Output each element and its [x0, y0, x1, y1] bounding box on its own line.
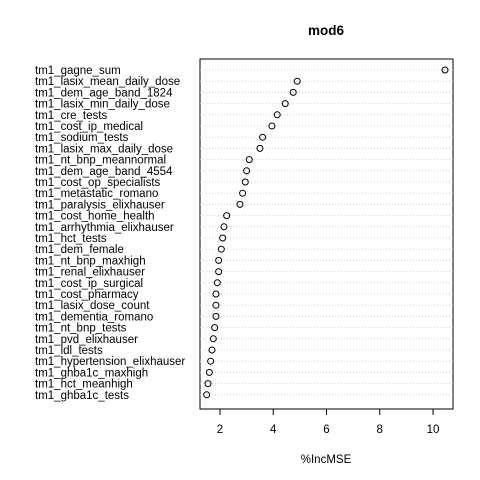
- row-label: tm1_cre_tests: [35, 110, 107, 122]
- row-label: tm1_lasix_dose_count: [35, 300, 150, 312]
- data-point: [212, 301, 220, 309]
- row-label: tm1_cost_home_health: [35, 211, 155, 223]
- data-point: [243, 167, 251, 175]
- row-labels: tm1_gagne_sumtm1_lasix_mean_daily_dosetm…: [35, 65, 185, 402]
- data-point: [213, 279, 221, 287]
- data-point: [273, 111, 281, 119]
- chart-title: mod6: [308, 23, 344, 38]
- data-point: [441, 66, 449, 74]
- row-label: tm1_lasix_min_daily_dose: [35, 99, 170, 111]
- row-label: tm1_lasix_mean_daily_dose: [35, 76, 180, 88]
- x-axis-label: %IncMSE: [301, 454, 352, 466]
- data-point: [215, 268, 223, 276]
- data-point: [239, 189, 247, 197]
- data-point: [212, 312, 220, 320]
- plot-frame: [199, 58, 454, 410]
- data-point: [215, 256, 223, 264]
- row-label: tm1_arrhythmia_elixhauser: [35, 222, 174, 234]
- row-label: tm1_cost_op_specialists: [35, 177, 161, 189]
- data-point: [211, 324, 219, 332]
- row-label: tm1_cost_pharmacy: [35, 289, 139, 301]
- data-point: [203, 391, 211, 399]
- data-point: [259, 133, 267, 141]
- guide-lines: [200, 69, 453, 396]
- data-point: [289, 88, 297, 96]
- x-axis: 2 4 6 8 10: [217, 408, 440, 436]
- data-point: [205, 368, 213, 376]
- data-point: [208, 346, 216, 354]
- row-label: tm1_hct_tests: [35, 233, 107, 245]
- row-label: tm1_dem_age_band_4554: [35, 166, 173, 178]
- data-point: [209, 335, 217, 343]
- row-label: tm1_ldl_tests: [35, 345, 103, 357]
- row-label: tm1_metastatic_romano: [35, 188, 158, 200]
- row-label: tm1_dem_age_band_1824: [35, 87, 173, 99]
- x-tick-label: 2: [217, 424, 223, 436]
- data-point: [281, 100, 289, 108]
- row-label: tm1_pvd_elixhauser: [35, 334, 138, 346]
- row-label: tm1_nt_bnp_maxhigh: [35, 255, 146, 267]
- x-tick-label: 6: [323, 424, 329, 436]
- row-label: tm1_dementia_romano: [35, 311, 153, 323]
- row-label: tm1_nt_bnp_tests: [35, 323, 127, 335]
- data-point: [256, 144, 264, 152]
- data-point: [236, 200, 244, 208]
- row-label: tm1_sodium_tests: [35, 132, 129, 144]
- x-tick-label: 10: [427, 424, 440, 436]
- row-label: tm1_cost_ip_medical: [35, 121, 143, 133]
- data-point: [268, 122, 276, 130]
- row-label: tm1_lasix_max_daily_dose: [35, 143, 173, 155]
- data-point: [219, 234, 227, 242]
- row-label: tm1_renal_elixhauser: [35, 267, 145, 279]
- data-point: [207, 357, 215, 365]
- data-point: [212, 290, 220, 298]
- data-point: [223, 212, 231, 220]
- x-tick-label: 8: [377, 424, 383, 436]
- data-points: [203, 66, 449, 399]
- row-label: tm1_ghba1c_maxhigh: [35, 367, 148, 379]
- row-label: tm1_hypertension_elixhauser: [35, 356, 185, 368]
- row-label: tm1_nt_bnp_meannormal: [35, 155, 166, 167]
- row-label: tm1_hct_meanhigh: [35, 379, 133, 391]
- x-tick-label: 4: [270, 424, 277, 436]
- row-label: tm1_ghba1c_tests: [35, 390, 129, 402]
- data-point: [245, 156, 253, 164]
- data-point: [204, 380, 212, 388]
- data-point: [217, 245, 225, 253]
- row-label: tm1_paralysis_elixhauser: [35, 199, 165, 211]
- row-label: tm1_gagne_sum: [35, 65, 121, 77]
- data-point: [220, 223, 228, 231]
- data-point: [293, 77, 301, 85]
- data-point: [241, 178, 249, 186]
- row-label: tm1_cost_ip_surgical: [35, 278, 143, 290]
- row-label: tm1_dem_female: [35, 244, 124, 256]
